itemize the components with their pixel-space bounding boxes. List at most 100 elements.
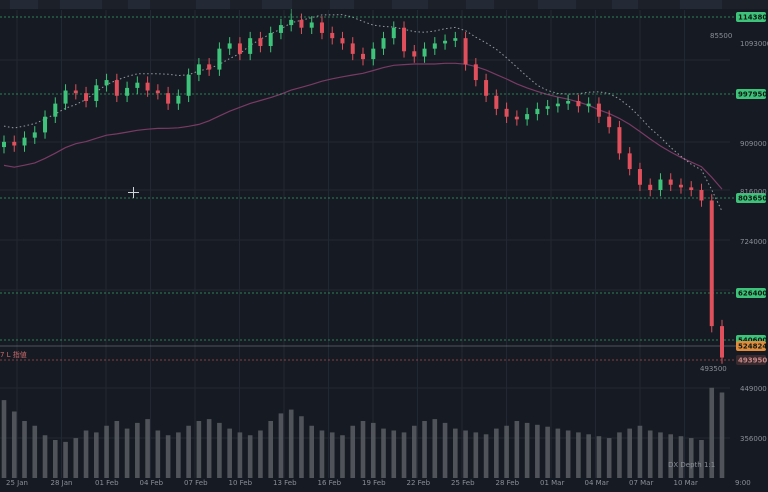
volume-bar <box>63 441 68 478</box>
top-toolbar-strip <box>0 0 768 9</box>
x-axis-tick-label: 25 Feb <box>451 479 475 487</box>
candle-body <box>678 184 683 188</box>
candle-body <box>381 38 386 49</box>
x-axis-tick-label: 07 Mar <box>629 479 653 487</box>
candle-body <box>125 87 130 96</box>
candle-body <box>43 116 48 133</box>
candle-body <box>207 64 212 70</box>
price-level-badge-label: 493950 <box>738 357 767 365</box>
volume-bar <box>22 421 27 478</box>
candle-body <box>699 190 704 201</box>
candle-body <box>135 82 140 88</box>
volume-bar <box>319 430 325 478</box>
x-axis-tick-label: 28 Feb <box>496 479 520 487</box>
volume-bar <box>555 428 561 478</box>
volume-bar <box>381 428 386 478</box>
candle-body <box>391 27 396 39</box>
candle-body <box>484 80 489 96</box>
candle-body <box>658 179 663 190</box>
volume-bar <box>391 430 397 478</box>
volume-bar <box>114 421 120 478</box>
volume-bar <box>668 434 674 478</box>
y-axis-tick-label: 356000 <box>740 435 767 443</box>
volume-bar <box>176 432 181 478</box>
price-level-badge-label: 803650 <box>738 195 767 203</box>
volume-bar <box>278 413 284 478</box>
volume-bar <box>227 428 232 478</box>
volume-bar <box>104 425 109 478</box>
candle-body <box>289 19 294 26</box>
low-price-label: 493500 <box>700 365 727 373</box>
volume-bar <box>606 438 612 478</box>
candle-body <box>258 38 263 47</box>
x-axis-tick-label: 28 Jan <box>51 479 73 487</box>
grid-layer <box>0 10 730 478</box>
volume-bar <box>196 421 202 478</box>
candle-body <box>319 22 324 33</box>
candle-body <box>617 127 622 154</box>
volume-bar <box>709 387 715 478</box>
volume-bar <box>258 430 263 478</box>
candle-body <box>720 326 724 358</box>
price-level-badge-label: 997950 <box>738 91 767 99</box>
y-axis-tick-label: 449000 <box>740 385 767 393</box>
volume-bar <box>411 425 417 478</box>
candle-body <box>371 48 376 60</box>
volume-bar <box>247 435 253 478</box>
x-axis-tick-label: 13 Feb <box>273 479 297 487</box>
muted-price-label: 85500 <box>710 32 732 40</box>
candle-body <box>422 48 427 57</box>
x-axis-tick-label: 10 Mar <box>674 479 698 487</box>
volume-bar <box>473 432 479 478</box>
candle-body <box>494 95 499 109</box>
x-axis-tick-label: 01 Mar <box>540 479 564 487</box>
candle-body <box>145 82 150 91</box>
price-level-badge-label: 524824 <box>738 343 767 351</box>
volume-bar <box>94 432 99 478</box>
depth-footer-label: DX Depth 1:1 <box>668 461 715 469</box>
candle-body <box>566 101 571 104</box>
volume-bar <box>463 430 468 478</box>
volume-bar <box>11 411 17 478</box>
candle-body <box>248 38 253 54</box>
x-axis-tick-label: 04 Feb <box>140 479 164 487</box>
volume-bar <box>217 422 222 478</box>
volume-bar <box>658 432 663 478</box>
volume-bar <box>514 421 520 478</box>
price-level-badge <box>736 288 766 298</box>
candle-body <box>268 32 273 47</box>
candle-body <box>637 169 642 185</box>
volume-bar <box>268 421 273 478</box>
candle-body <box>555 103 560 107</box>
volume-bar <box>329 432 335 478</box>
trade-indicator[interactable]: 7 L 指値 <box>0 351 27 359</box>
price-level-badge <box>736 341 766 351</box>
x-axis-tick-label: 07 Feb <box>184 479 208 487</box>
volume-bars <box>1 387 725 478</box>
candle-body <box>648 184 653 190</box>
price-level-badge-label: 540600 <box>738 337 767 345</box>
x-axis-tick-label: 9:00 <box>735 479 751 487</box>
x-axis-tick-label: 01 Feb <box>95 479 119 487</box>
candle-body <box>186 74 191 96</box>
volume-bar <box>370 422 376 478</box>
volume-bar <box>135 422 140 478</box>
volume-bar <box>1 400 7 478</box>
volume-bar <box>288 409 294 478</box>
candle-body <box>217 48 222 70</box>
candle-body <box>73 90 78 94</box>
volume-bar <box>494 428 499 478</box>
price-level-badge-label: 1143800 <box>738 14 768 22</box>
candle-body <box>63 90 68 104</box>
volume-bar <box>453 428 458 478</box>
volume-bar <box>432 419 438 478</box>
candle-body <box>504 108 509 117</box>
candle-body <box>350 43 355 54</box>
axes: 25 Jan 28 Jan 01 Feb 04 Feb 07 Feb 10 Feb 13 F… <box>6 40 768 487</box>
y-axis-tick-label: 724000 <box>740 238 767 246</box>
candle-body <box>32 132 37 138</box>
x-axis-tick-label: 16 Feb <box>318 479 342 487</box>
candle-body <box>53 103 58 117</box>
